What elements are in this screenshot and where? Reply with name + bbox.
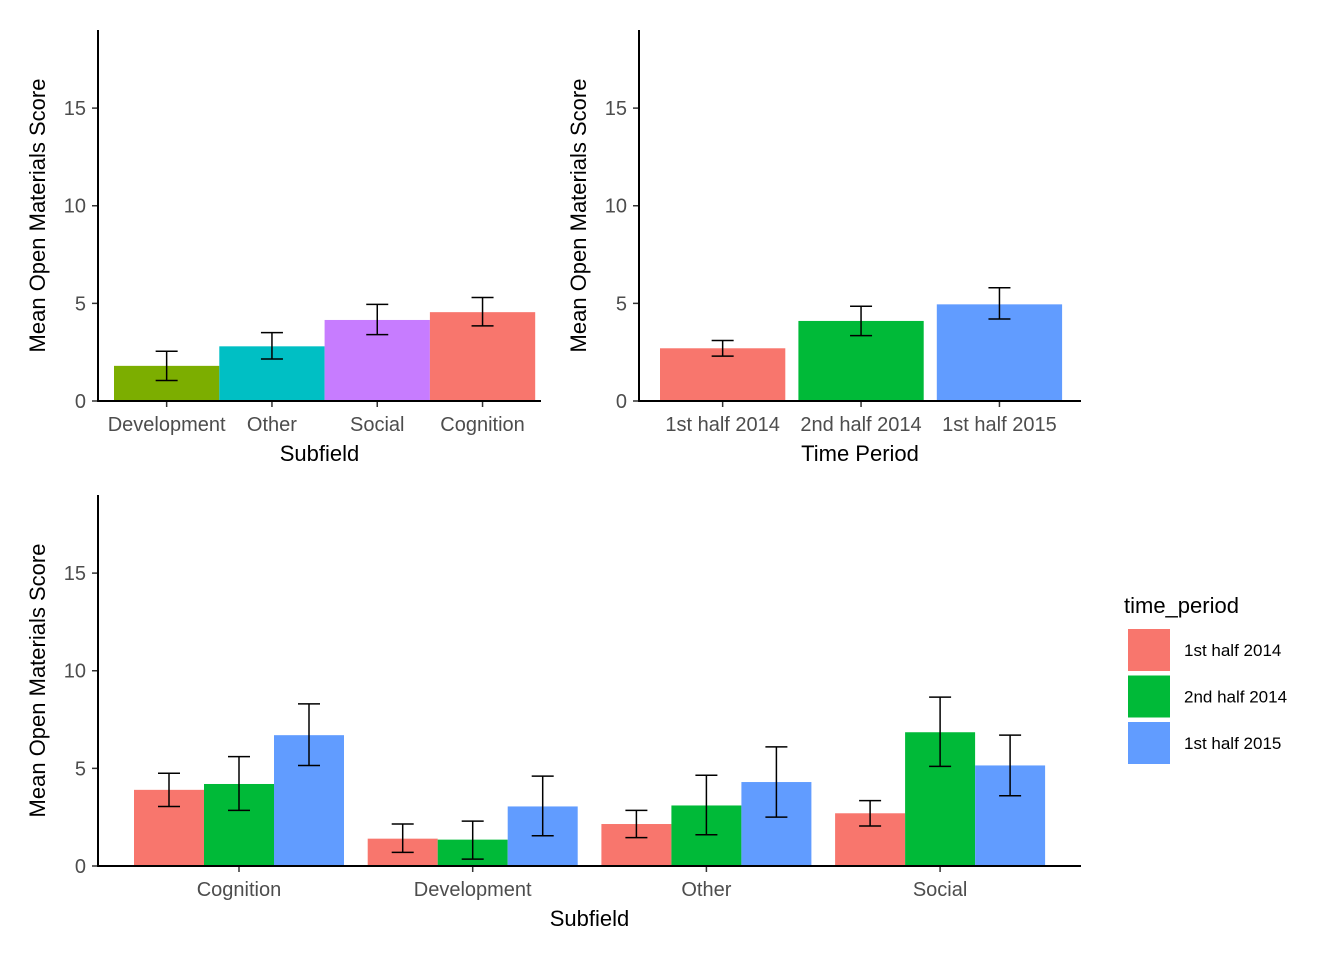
x-tick-label: Development <box>414 879 532 901</box>
legend-swatch <box>1128 722 1170 764</box>
x-tick-label: 1st half 2014 <box>665 414 780 436</box>
x-tick-label: Development <box>108 414 226 436</box>
y-tick-label: 5 <box>616 293 627 315</box>
y-axis-title: Mean Open Materials Score <box>25 79 50 353</box>
y-axis-title: Mean Open Materials Score <box>25 544 50 818</box>
chart-panel-2: 0 5 10 15 1st half 2014 2nd half 2014 1st half… <box>566 30 1081 466</box>
x-tick-label: 1st half 2015 <box>942 414 1057 436</box>
bar <box>429 312 536 401</box>
x-tick-label: Cognition <box>440 414 525 436</box>
legend-label: 2nd half 2014 <box>1184 688 1287 707</box>
x-axis-title: Subfield <box>550 906 630 931</box>
y-tick-label: 10 <box>64 196 86 218</box>
x-tick-label: Other <box>681 879 731 901</box>
chart-panel-3: 0 5 10 15 Cognition Development Other Social Sub… <box>25 495 1081 931</box>
y-tick-label: 15 <box>64 98 86 120</box>
legend-label: 1st half 2015 <box>1184 734 1281 753</box>
y-tick-label: 15 <box>605 98 627 120</box>
y-tick-label: 5 <box>75 758 86 780</box>
y-tick-label: 5 <box>75 293 86 315</box>
legend-swatch <box>1128 629 1170 671</box>
x-tick-label: Social <box>913 879 967 901</box>
y-axis-title: Mean Open Materials Score <box>566 79 591 353</box>
y-tick-label: 0 <box>75 391 86 413</box>
y-tick-label: 15 <box>64 563 86 585</box>
y-tick-label: 10 <box>64 661 86 683</box>
bar <box>936 304 1063 401</box>
x-tick-label: Cognition <box>197 879 282 901</box>
x-tick-label: 2nd half 2014 <box>800 414 921 436</box>
bar <box>660 348 786 401</box>
x-tick-label: Other <box>247 414 297 436</box>
chart-panel-1: 0 5 10 15 Development Other Social Cognition Sub… <box>25 30 541 466</box>
legend: time_period 1st half 2014 2nd half 2014 1st… <box>1124 593 1287 764</box>
y-tick-label: 10 <box>605 196 627 218</box>
legend-title: time_period <box>1124 593 1239 618</box>
legend-swatch <box>1128 675 1170 718</box>
legend-label: 1st half 2014 <box>1184 641 1281 660</box>
x-axis-title: Time Period <box>801 441 919 466</box>
y-tick-label: 0 <box>75 856 86 878</box>
x-axis-title: Subfield <box>280 441 360 466</box>
y-tick-label: 0 <box>616 391 627 413</box>
x-tick-label: Social <box>350 414 404 436</box>
